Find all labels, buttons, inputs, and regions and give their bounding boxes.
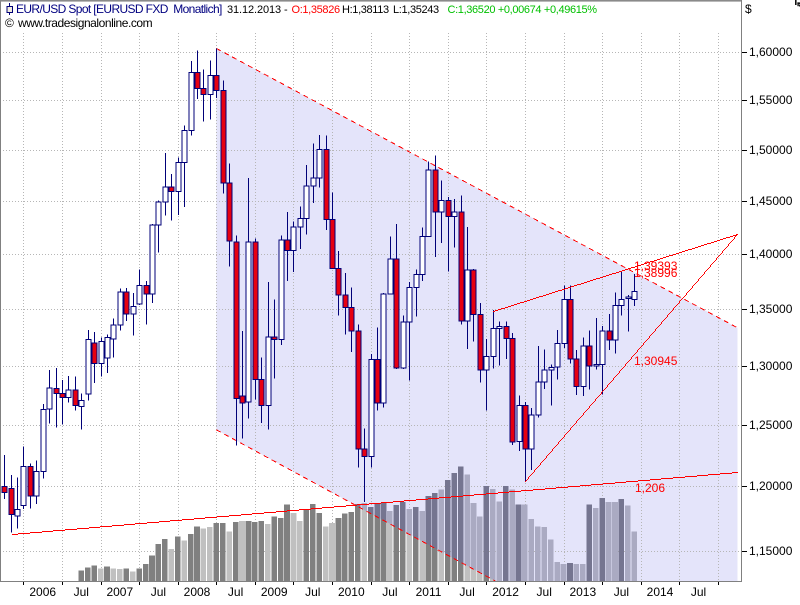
svg-text:Jul: Jul: [382, 585, 397, 599]
svg-text:L:1,35243: L:1,35243: [393, 4, 439, 16]
svg-text:Jul: Jul: [305, 585, 320, 599]
svg-text:1,35000: 1,35000: [749, 302, 793, 316]
svg-text:EUR/USD Spot [EURUSD FXD Mona: EUR/USD Spot [EURUSD FXD Monatlich]: [16, 2, 222, 16]
svg-text:2006: 2006: [29, 585, 56, 599]
svg-text:Jul: Jul: [151, 585, 166, 599]
svg-text:2011: 2011: [416, 585, 442, 599]
svg-text:1,38996: 1,38996: [634, 266, 678, 280]
svg-text:1,45000: 1,45000: [749, 194, 793, 208]
svg-text:C:1,36520 +0,00674 +0,49615%: C:1,36520 +0,00674 +0,49615%: [448, 4, 598, 16]
svg-text:2012: 2012: [492, 585, 519, 599]
svg-text:Jul: Jul: [614, 585, 629, 599]
svg-text:31.12.2013 -: 31.12.2013 -: [227, 4, 288, 16]
svg-text:2014: 2014: [647, 585, 674, 599]
svg-text:2007: 2007: [106, 585, 133, 599]
svg-text:$: $: [745, 2, 752, 16]
svg-text:1,206: 1,206: [635, 481, 665, 495]
svg-text:Jul: Jul: [459, 585, 474, 599]
svg-text:1,40000: 1,40000: [749, 247, 793, 261]
svg-text:Jul: Jul: [74, 585, 89, 599]
svg-text:1,50000: 1,50000: [749, 143, 793, 157]
svg-text:1,39393: 1,39393: [634, 259, 678, 273]
svg-text:1,30945: 1,30945: [634, 354, 678, 368]
svg-text:1,60000: 1,60000: [749, 45, 793, 59]
svg-text:www.tradesignalonline.com: www.tradesignalonline.com: [17, 16, 153, 30]
svg-text:©: ©: [5, 16, 14, 30]
svg-text:1,25000: 1,25000: [749, 418, 793, 432]
svg-text:Jul: Jul: [537, 585, 552, 599]
svg-text:Jul: Jul: [691, 585, 706, 599]
svg-text:H:1,38113: H:1,38113: [342, 4, 389, 16]
svg-text:1,30000: 1,30000: [749, 359, 793, 373]
svg-text:Jul: Jul: [228, 585, 243, 599]
svg-text:2008: 2008: [184, 585, 211, 599]
svg-text:1,15000: 1,15000: [749, 544, 793, 558]
svg-text:2013: 2013: [569, 585, 596, 599]
svg-text:2010: 2010: [338, 585, 365, 599]
svg-text:1,20000: 1,20000: [749, 479, 793, 493]
svg-text:2009: 2009: [261, 585, 288, 599]
svg-text:O:1,35826: O:1,35826: [292, 4, 340, 16]
svg-text:1,55000: 1,55000: [749, 93, 793, 107]
